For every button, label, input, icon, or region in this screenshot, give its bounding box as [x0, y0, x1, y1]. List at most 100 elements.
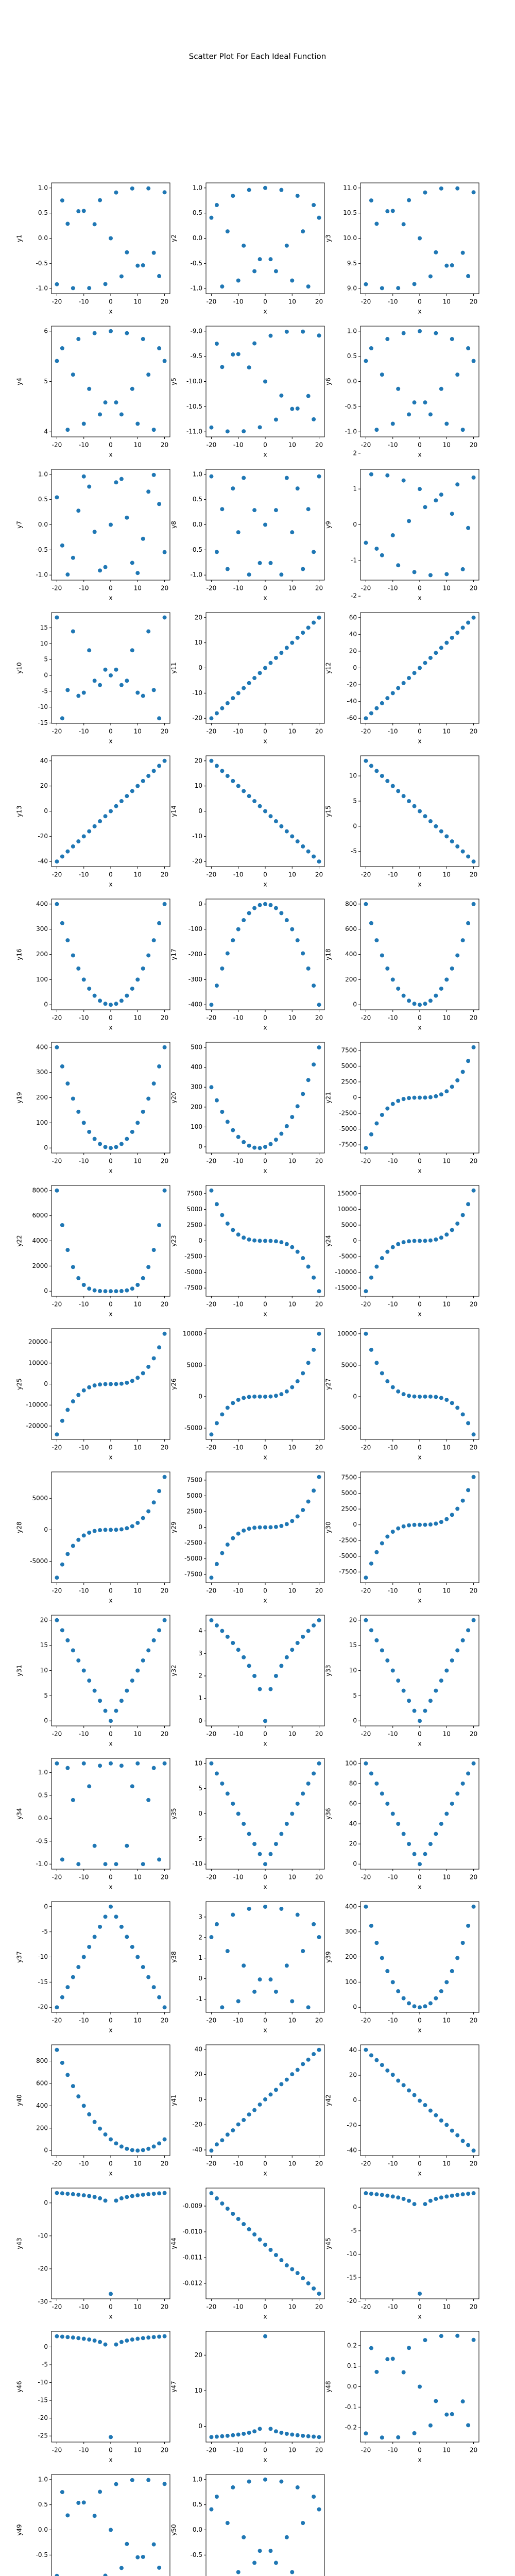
x-tick-label: -10: [388, 298, 398, 306]
point: [460, 2399, 465, 2404]
y-tick-label: 0.5: [193, 2501, 202, 2508]
point: [252, 1238, 257, 1243]
point: [242, 1528, 246, 1533]
point: [114, 1382, 118, 1386]
x-tick-label: 10: [134, 871, 142, 878]
point: [444, 1517, 449, 1521]
x-tick-label: -10: [233, 728, 244, 735]
point: [114, 2482, 118, 2486]
x-tick-label: -20: [52, 2303, 62, 2311]
axes-frame: [205, 899, 325, 1010]
point: [214, 550, 219, 554]
point: [87, 648, 92, 653]
point: [125, 993, 129, 998]
point: [60, 1064, 64, 1069]
point: [428, 819, 433, 824]
y-tick-label: -10000: [26, 1401, 48, 1409]
point: [434, 331, 438, 335]
point: [109, 1904, 113, 1909]
x-tick-label: -10: [388, 1587, 398, 1595]
point: [263, 2243, 267, 2247]
point: [301, 1949, 305, 1954]
axes-frame: [360, 1758, 479, 1870]
x-tick-label: -20: [52, 2160, 62, 2167]
point: [444, 640, 449, 645]
x-axis-label: x: [418, 1597, 421, 1604]
point: [273, 906, 278, 910]
x-axis-label: x: [109, 1454, 112, 1461]
point: [364, 282, 368, 286]
point: [141, 1276, 145, 1280]
point: [157, 716, 162, 721]
point: [103, 1914, 108, 1919]
point: [231, 2485, 235, 2490]
point: [225, 429, 230, 434]
point: [444, 2194, 449, 2199]
x-tick-label: -10: [233, 2447, 244, 2454]
y-tick-label: -20: [192, 858, 202, 865]
y-tick-label: -10: [192, 1860, 202, 1868]
x-tick-label: 20: [470, 2160, 477, 2167]
y-tick-label: -1.0: [36, 571, 48, 579]
y-tick-label: 2500: [341, 1505, 357, 1513]
point: [247, 2112, 251, 2117]
point: [273, 2561, 278, 2565]
point: [364, 1904, 368, 1909]
point: [317, 615, 321, 620]
point: [390, 1980, 395, 1985]
point: [434, 2197, 438, 2201]
y-tick-label: 20: [195, 2071, 202, 2078]
point: [114, 1528, 118, 1532]
point: [81, 1668, 86, 1673]
y-tick-label: 10.0: [343, 234, 357, 242]
point: [81, 1761, 86, 1766]
point: [135, 1283, 140, 1287]
point: [364, 716, 368, 721]
point: [92, 2120, 97, 2124]
point: [263, 902, 267, 906]
y-tick-label: -40: [347, 2147, 357, 2154]
point: [268, 2549, 273, 2553]
point: [317, 215, 321, 220]
x-tick-label: 20: [470, 298, 477, 306]
point: [76, 1965, 81, 1970]
point: [295, 1379, 300, 1384]
x-axis-label: x: [109, 1311, 112, 1318]
point: [225, 1221, 230, 1226]
x-tick-label: 10: [288, 585, 296, 592]
point: [369, 921, 373, 925]
point: [236, 278, 241, 283]
point: [114, 1145, 118, 1149]
point: [125, 794, 129, 799]
point: [214, 764, 219, 768]
y-tick-label: 100: [345, 1978, 357, 1986]
point: [450, 2193, 454, 2198]
y-tick-label: -20000: [26, 1422, 48, 1429]
point: [103, 1528, 108, 1532]
point: [146, 2335, 151, 2340]
y-tick-label: 2: [198, 1672, 202, 1679]
x-tick-label: 10: [288, 1158, 296, 1165]
point: [295, 194, 300, 198]
point: [471, 2148, 476, 2153]
point: [295, 1641, 300, 1646]
point: [290, 1245, 295, 1249]
point: [412, 282, 417, 286]
y-tick-label: -0.5: [36, 2551, 48, 2558]
point: [60, 1223, 64, 1227]
point: [119, 1381, 124, 1386]
point: [135, 2193, 140, 2198]
y-axis-label: y3: [325, 234, 332, 242]
point: [162, 190, 167, 195]
point: [81, 2104, 86, 2108]
x-tick-label: 20: [315, 1444, 323, 1451]
point: [103, 1002, 108, 1006]
point: [252, 799, 257, 803]
point: [423, 400, 427, 405]
point: [401, 2083, 406, 2088]
x-tick-label: 10: [443, 2017, 451, 2024]
x-tick-label: -10: [388, 871, 398, 878]
point: [263, 666, 267, 670]
point: [81, 1533, 86, 1538]
point: [412, 804, 417, 808]
